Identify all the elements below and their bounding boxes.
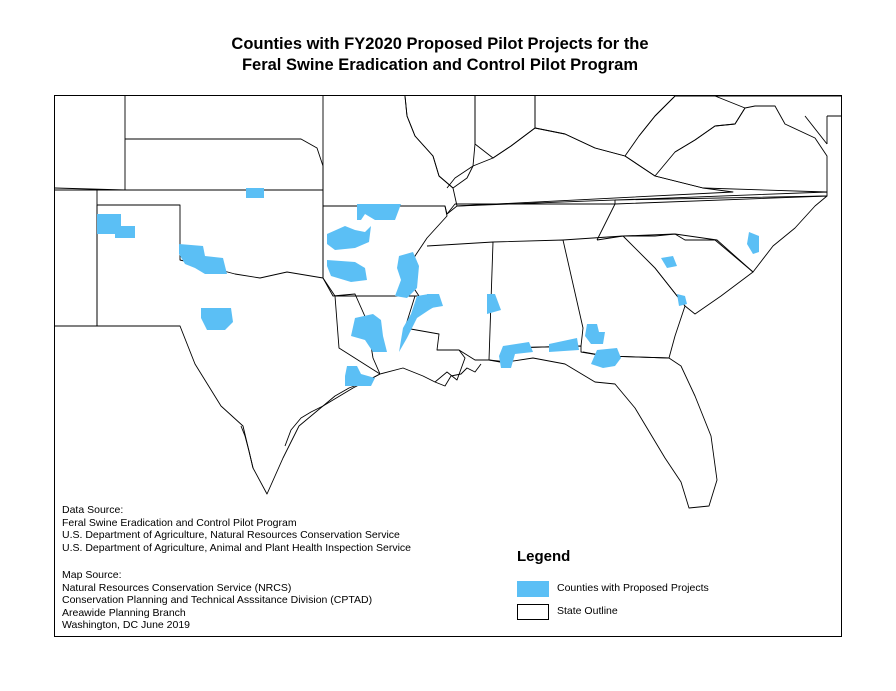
county-alabama-west [487, 294, 501, 314]
state-outline-missouri [322, 96, 458, 215]
state-outline-ohio [534, 96, 676, 157]
county-oklahoma-panhandle-west [97, 214, 135, 238]
map-title-line-2: Feral Swine Eradication and Control Pilo… [241, 56, 639, 74]
state-outline-nebraska-kansas [125, 138, 324, 190]
county-alabama-south [499, 342, 533, 368]
legend-label-state-outline: State Outline [557, 605, 618, 617]
map-source-heading: Map Source: [62, 569, 122, 581]
county-georgia-south [591, 348, 621, 368]
map-source-line: Washington, DC June 2019 [62, 619, 191, 632]
state-map [55, 96, 841, 509]
state-outline-new-mexico [55, 190, 98, 327]
map-title-line-1: Counties with FY2020 Proposed Pilot Proj… [231, 35, 649, 53]
state-outline-south-carolina [623, 233, 754, 315]
county-louisiana-south [345, 366, 375, 386]
county-alabama-southeast [549, 338, 579, 352]
data-source-block: Data Source: Feral Swine Eradication and… [62, 504, 411, 554]
county-arkansas-north [357, 204, 401, 220]
map-title: Counties with FY2020 Proposed Pilot Proj… [0, 34, 880, 76]
county-texas-central [201, 308, 233, 330]
legend-label-counties: Counties with Proposed Projects [557, 582, 709, 594]
county-south-carolina-south [677, 294, 687, 306]
data-source-line: Feral Swine Eradication and Control Pilo… [62, 516, 297, 529]
legend-swatch-state-outline [517, 604, 549, 620]
state-outline-north-carolina [596, 195, 828, 273]
county-arkansas-east [395, 252, 419, 298]
state-outline-maryland [695, 96, 841, 145]
map-source-line: Conservation Planning and Technical Asss… [62, 594, 373, 607]
map-frame: Data Source: Feral Swine Eradication and… [54, 95, 842, 637]
county-south-carolina-north [661, 256, 677, 268]
county-mississippi-west-2 [427, 294, 443, 308]
county-north-carolina-east [747, 232, 759, 254]
data-source-line: U.S. Department of Agriculture, Animal a… [62, 541, 412, 554]
map-source-line: Natural Resources Conservation Service (… [62, 581, 292, 594]
state-outline-florida [488, 345, 718, 509]
county-arkansas-northwest [327, 226, 371, 250]
county-kansas [246, 188, 264, 198]
state-outline-colorado-kansas [55, 96, 324, 206]
state-outline-virginia [654, 105, 828, 193]
state-outline-indiana [474, 96, 536, 159]
county-oklahoma-west [179, 244, 227, 274]
data-source-heading: Data Source: [62, 504, 124, 516]
state-outline-delaware [826, 115, 841, 144]
state-outline-kentucky [446, 127, 734, 207]
state-outline-oklahoma [97, 204, 324, 279]
county-mississippi-west [399, 294, 439, 352]
map-source-line: Areawide Planning Branch [62, 606, 186, 619]
legend-title: Legend [517, 548, 571, 565]
state-outline-west-virginia [624, 96, 746, 177]
state-outline-illinois [404, 96, 476, 189]
map-source-block: Map Source: Natural Resources Conservati… [62, 569, 372, 632]
county-louisiana-central [351, 314, 387, 352]
coastline-louisiana [434, 363, 482, 387]
data-source-line: U.S. Department of Agriculture, Natural … [62, 529, 400, 542]
county-georgia-west [585, 324, 605, 344]
legend-swatch-counties [517, 581, 549, 597]
coastline-texas [240, 373, 381, 469]
county-arkansas-southwest [327, 260, 367, 282]
